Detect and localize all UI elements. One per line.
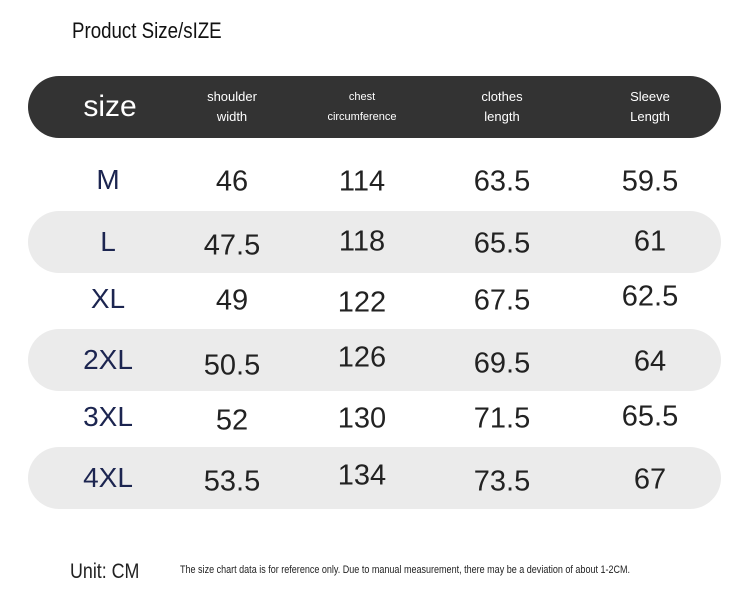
unit: Unit: CM	[70, 560, 140, 583]
title: Product Size/sIZE	[72, 18, 222, 43]
measurement: 62.5	[621, 280, 679, 313]
measurement: 118	[338, 225, 386, 258]
size-label: 2XL	[83, 344, 133, 375]
size-label: M	[96, 164, 120, 195]
measurement: 73.5	[473, 465, 531, 498]
measurement: 59.5	[621, 165, 679, 198]
measurement: 69.5	[473, 347, 531, 380]
note: The size chart data is for reference onl…	[180, 564, 631, 576]
size-label: XL	[90, 283, 126, 314]
size-label: 4XL	[83, 462, 133, 493]
measurement: 65.5	[473, 227, 531, 260]
column-header: chest circumference	[327, 91, 397, 123]
column-header: size	[83, 90, 137, 123]
measurement: 130	[337, 402, 387, 435]
measurement: 67.5	[473, 284, 531, 317]
column-header: shoulder width	[207, 89, 257, 124]
measurement: 122	[337, 286, 387, 319]
measurement: 126	[337, 341, 387, 374]
measurement: 53.5	[203, 465, 261, 498]
measurement: 50.5	[203, 349, 261, 382]
measurement: 114	[338, 165, 386, 198]
size-label: 3XL	[83, 401, 133, 432]
size-label: L	[100, 226, 116, 257]
measurement: 63.5	[473, 165, 531, 198]
measurement: 49	[215, 284, 249, 317]
measurement: 61	[633, 225, 667, 258]
measurement: 134	[337, 459, 387, 492]
measurement: 47.5	[203, 229, 261, 262]
measurement: 52	[215, 404, 249, 437]
column-header: Sleeve Length	[630, 89, 670, 124]
row-background	[28, 447, 721, 509]
measurement: 64	[633, 345, 667, 378]
measurement: 67	[633, 463, 667, 496]
measurement: 46	[215, 165, 249, 198]
row-background	[28, 329, 721, 391]
measurement: 71.5	[473, 402, 531, 435]
column-header: clothes length	[481, 89, 523, 124]
measurement: 65.5	[621, 400, 679, 433]
table-header: size shoulder width chest circumference clo…	[28, 76, 721, 138]
row-background	[28, 211, 721, 273]
